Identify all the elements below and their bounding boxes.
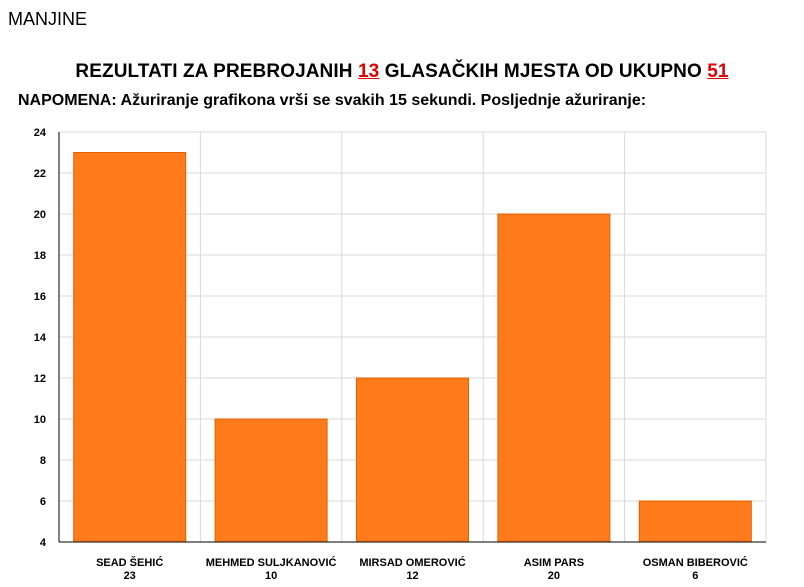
bar bbox=[638, 500, 752, 543]
section-title: MANJINE bbox=[8, 9, 88, 29]
y-tick-label: 6 bbox=[40, 496, 46, 508]
y-tick-label: 22 bbox=[34, 168, 46, 180]
bar bbox=[73, 152, 187, 543]
bar bbox=[497, 213, 611, 543]
bar bbox=[214, 418, 328, 543]
update-note: NAPOMENA: Ažuriranje grafikona vrši se s… bbox=[18, 92, 647, 109]
y-tick-label: 24 bbox=[34, 127, 47, 139]
results-headline: REZULTATI ZA PREBROJANIH 13 GLASAČKIH MJ… bbox=[0, 61, 804, 83]
total-stations: 51 bbox=[707, 61, 729, 82]
y-tick-label: 4 bbox=[40, 537, 47, 549]
category-label: ASIM PARS bbox=[524, 557, 584, 569]
value-label: 6 bbox=[692, 570, 698, 582]
value-label: 10 bbox=[265, 570, 277, 582]
y-tick-label: 18 bbox=[34, 250, 46, 262]
y-tick-label: 8 bbox=[40, 455, 46, 467]
category-label: OSMAN BIBEROVIĆ bbox=[643, 556, 748, 569]
headline-middle: GLASAČKIH MJESTA OD UKUPNO bbox=[384, 61, 702, 82]
y-tick-label: 10 bbox=[34, 414, 46, 426]
y-tick-label: 16 bbox=[34, 291, 46, 303]
value-label: 23 bbox=[124, 570, 136, 582]
category-label: SEAD ŠEHIĆ bbox=[96, 556, 163, 569]
y-tick-label: 14 bbox=[34, 332, 47, 344]
y-tick-label: 20 bbox=[34, 209, 46, 221]
headline-prefix: REZULTATI ZA PREBROJANIH bbox=[75, 61, 353, 82]
value-label: 20 bbox=[548, 570, 560, 582]
category-label: MEHMED SULJKANOVIĆ bbox=[206, 556, 337, 569]
category-label: MIRSAD OMEROVIĆ bbox=[359, 556, 465, 569]
value-label: 12 bbox=[406, 570, 418, 582]
bar bbox=[356, 377, 469, 543]
y-tick-label: 12 bbox=[34, 373, 46, 385]
counted-stations: 13 bbox=[357, 61, 380, 82]
